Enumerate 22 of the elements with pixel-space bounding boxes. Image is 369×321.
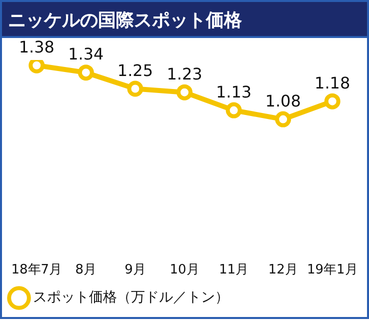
data-label: 1.38 xyxy=(18,38,54,57)
x-tick-label: 9月 xyxy=(124,262,146,278)
data-label: 1.23 xyxy=(166,64,202,84)
data-label: 1.13 xyxy=(216,82,252,102)
x-tick-label: 8月 xyxy=(75,262,97,278)
point xyxy=(226,102,242,118)
data-label: 1.34 xyxy=(68,44,104,64)
x-tick-label: 11月 xyxy=(219,262,249,278)
data-label: 1.08 xyxy=(265,91,301,110)
x-tick-label: 12月 xyxy=(268,262,298,278)
x-tick-label: 19年1月 xyxy=(306,262,358,278)
chart-title: ニッケルの国際スポット価格 xyxy=(0,0,369,38)
data-label: 1.25 xyxy=(117,60,154,80)
point xyxy=(324,93,340,110)
point xyxy=(127,80,144,97)
point xyxy=(176,84,192,100)
x-tick-label: 10月 xyxy=(170,262,200,278)
point xyxy=(78,64,94,81)
point xyxy=(275,111,292,128)
data-label: 1.18 xyxy=(314,73,350,92)
x-tick-label: 18年7月 xyxy=(11,262,62,278)
legend-label: スポット価格（万ドル／トン） xyxy=(33,290,229,306)
